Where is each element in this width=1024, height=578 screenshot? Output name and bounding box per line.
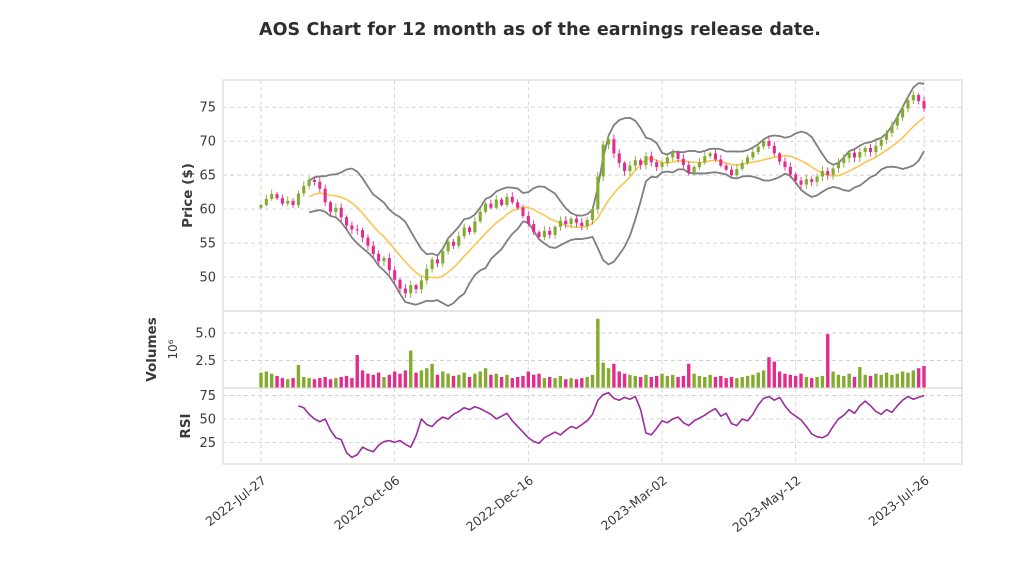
volume-bars: [259, 318, 926, 388]
x-axis-tick-labels: 2022-Jul-27 2022-Oct-06 2022-Dec-16 2023-Ma…: [202, 473, 931, 536]
svg-text:2022-Oct-06: 2022-Oct-06: [331, 473, 402, 533]
axis-titles: Price ($) Volumes 10⁶ RSI: [144, 163, 196, 438]
stock-chart-figure: AOS Chart for 12 month as of the earning…: [40, 16, 1024, 562]
svg-text:2.5: 2.5: [195, 354, 216, 369]
y-axis-tick-labels: 50 55 60 65 70 75 2.5 5.0 25 50 75: [195, 101, 216, 451]
volume-axis-label: Volumes: [144, 317, 160, 381]
bollinger-lower-line: [308, 150, 925, 307]
svg-text:2022-Jul-27: 2022-Jul-27: [202, 473, 268, 529]
svg-text:50: 50: [199, 412, 216, 427]
volume-exponent-label: 10⁶: [166, 339, 180, 359]
svg-text:2022-Dec-16: 2022-Dec-16: [463, 473, 536, 535]
svg-text:2023-May-12: 2023-May-12: [729, 473, 803, 536]
bollinger-bands: [308, 82, 925, 307]
svg-text:70: 70: [199, 135, 216, 150]
rsi-line: [298, 391, 925, 459]
svg-text:50: 50: [199, 271, 216, 286]
candlesticks: [259, 91, 926, 298]
svg-text:2023-Jul-26: 2023-Jul-26: [865, 473, 931, 529]
svg-text:5.0: 5.0: [195, 327, 216, 342]
svg-text:55: 55: [199, 237, 216, 252]
svg-text:75: 75: [199, 389, 216, 404]
chart-title: AOS Chart for 12 month as of the earning…: [258, 20, 822, 40]
panel-spines: [222, 79, 963, 465]
svg-text:75: 75: [199, 101, 216, 116]
svg-text:2023-Mar-02: 2023-Mar-02: [598, 473, 670, 534]
gridlines: [223, 80, 962, 464]
svg-text:65: 65: [199, 169, 216, 184]
price-axis-label: Price ($): [180, 163, 196, 228]
svg-text:60: 60: [199, 203, 216, 218]
bollinger-upper-line: [308, 82, 925, 257]
rsi-axis-label: RSI: [178, 413, 194, 438]
svg-text:25: 25: [199, 436, 216, 451]
